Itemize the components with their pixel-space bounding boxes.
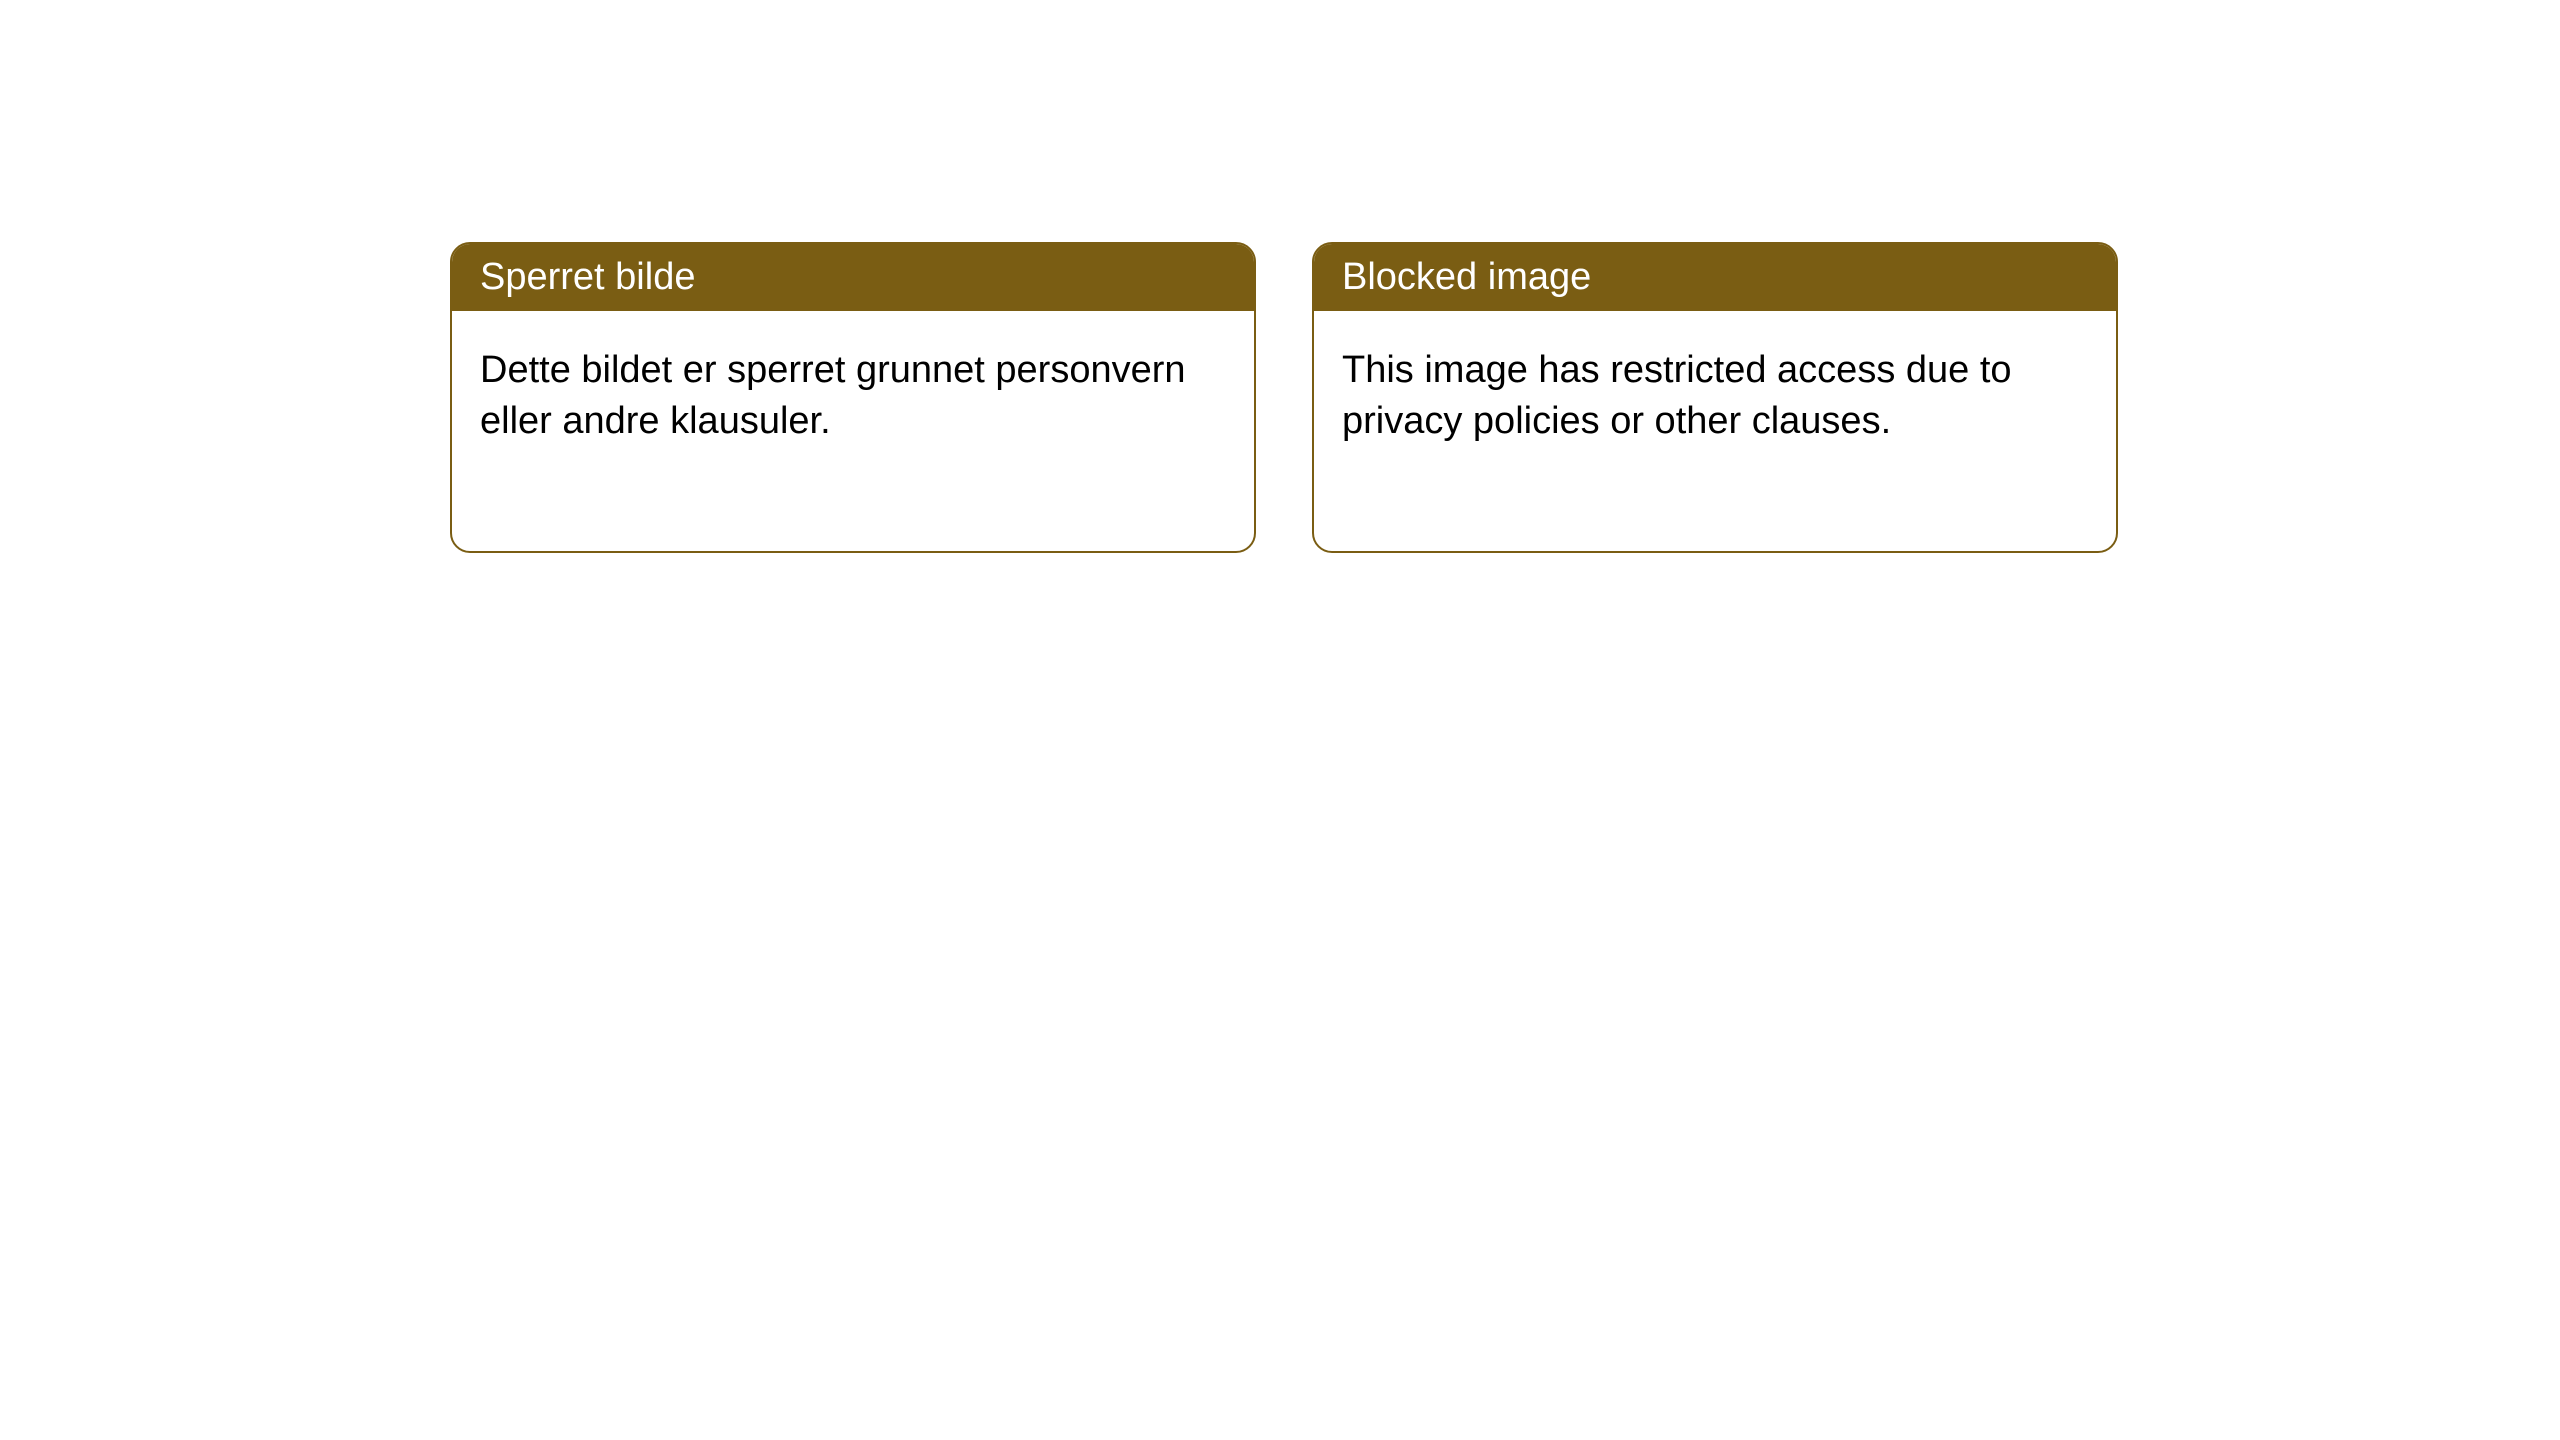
- notice-body: This image has restricted access due to …: [1314, 311, 2116, 551]
- notice-title: Blocked image: [1342, 256, 1591, 298]
- blocked-image-notices: Sperret bilde Dette bildet er sperret gr…: [0, 0, 2560, 553]
- notice-text: This image has restricted access due to …: [1342, 349, 2012, 442]
- notice-card-norwegian: Sperret bilde Dette bildet er sperret gr…: [450, 242, 1256, 553]
- notice-header: Sperret bilde: [452, 244, 1254, 311]
- notice-header: Blocked image: [1314, 244, 2116, 311]
- notice-title: Sperret bilde: [480, 256, 695, 298]
- notice-card-english: Blocked image This image has restricted …: [1312, 242, 2118, 553]
- notice-text: Dette bildet er sperret grunnet personve…: [480, 349, 1186, 442]
- notice-body: Dette bildet er sperret grunnet personve…: [452, 311, 1254, 551]
